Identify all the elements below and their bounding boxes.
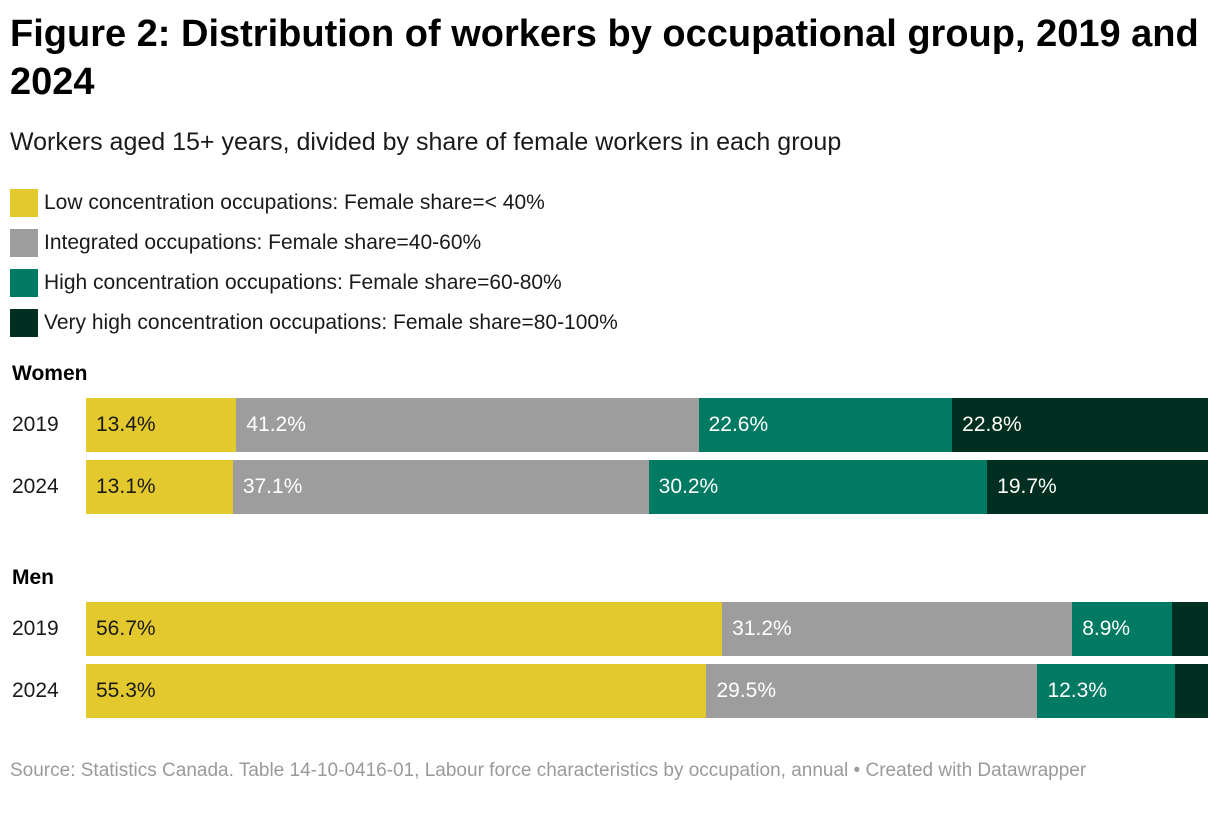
bar-segment: 37.1% — [232, 460, 650, 514]
source-text: Source: Statistics Canada. Table 14-10-0… — [10, 760, 849, 781]
group-label-women: Women — [12, 362, 88, 385]
row-label: 2024 — [12, 475, 59, 498]
row-label: 2019 — [12, 617, 59, 640]
bar-segment: 31.2% — [722, 602, 1073, 656]
stacked-bar: 13.1% 37.1% 30.2% 19.7% — [86, 460, 1209, 514]
bar-segment: 12.3% — [1037, 664, 1176, 718]
data-label: 37.1% — [242, 475, 303, 498]
bar-segment: 13.1% — [86, 460, 234, 514]
bar-segment: 55.3% — [86, 664, 707, 718]
bar-segment: 8.9% — [1072, 602, 1173, 656]
bar-segment: 30.2% — [648, 460, 988, 514]
legend-swatch — [10, 229, 38, 257]
data-label: 41.2% — [246, 413, 306, 436]
bar-segment: 19.7% — [987, 460, 1209, 514]
data-label: 22.8% — [962, 413, 1022, 436]
data-label: 8.9% — [1082, 617, 1131, 640]
data-label: 13.4% — [96, 413, 156, 436]
stacked-bar: 55.3% 29.5% 12.3% — [86, 664, 1209, 718]
legend-item: Low concentration occupations: Female sh… — [10, 183, 618, 223]
bar-segment: 29.5% — [706, 664, 1038, 718]
row-label: 2019 — [12, 413, 59, 436]
legend-swatch — [10, 189, 38, 217]
legend-item: Integrated occupations: Female share=40-… — [10, 223, 618, 263]
data-label: 30.2% — [658, 475, 719, 498]
legend-swatch — [10, 269, 38, 297]
legend-label: Very high concentration occupations: Fem… — [44, 311, 618, 334]
chart-title: Figure 2: Distribution of workers by occ… — [10, 13, 1199, 103]
source-separator: • — [848, 760, 866, 781]
data-label: 22.6% — [708, 413, 769, 436]
bar-segment: 22.6% — [698, 398, 953, 452]
bar-segment — [1172, 602, 1209, 656]
data-label: 12.3% — [1047, 679, 1107, 702]
legend-item: High concentration occupations: Female s… — [10, 263, 618, 303]
data-label: 29.5% — [716, 679, 776, 702]
chart-subtitle: Workers aged 15+ years, divided by share… — [10, 128, 842, 156]
row-label: 2024 — [12, 679, 59, 702]
data-label: 19.7% — [997, 475, 1057, 498]
data-label: 56.7% — [96, 617, 156, 640]
bar-segment: 22.8% — [952, 398, 1209, 452]
bar-segment: 56.7% — [86, 602, 723, 656]
legend-label: Low concentration occupations: Female sh… — [44, 191, 545, 214]
bar-segment — [1175, 664, 1209, 718]
legend-label: High concentration occupations: Female s… — [44, 271, 562, 294]
legend-item: Very high concentration occupations: Fem… — [10, 303, 618, 343]
bar-segment: 41.2% — [236, 398, 700, 452]
data-label: 31.2% — [732, 617, 792, 640]
stacked-bar: 56.7% 31.2% 8.9% — [86, 602, 1209, 656]
group-label-men: Men — [12, 566, 54, 589]
bar-segment: 13.4% — [86, 398, 237, 452]
stacked-bar: 13.4% 41.2% 22.6% 22.8% — [86, 398, 1209, 452]
legend-label: Integrated occupations: Female share=40-… — [44, 231, 482, 254]
source-note: Source: Statistics Canada. Table 14-10-0… — [10, 758, 1190, 784]
credit-text: Created with Datawrapper — [865, 760, 1087, 781]
legend-swatch — [10, 309, 38, 337]
legend: Low concentration occupations: Female sh… — [10, 183, 618, 343]
data-label: 13.1% — [96, 475, 156, 498]
data-label: 55.3% — [96, 679, 156, 702]
